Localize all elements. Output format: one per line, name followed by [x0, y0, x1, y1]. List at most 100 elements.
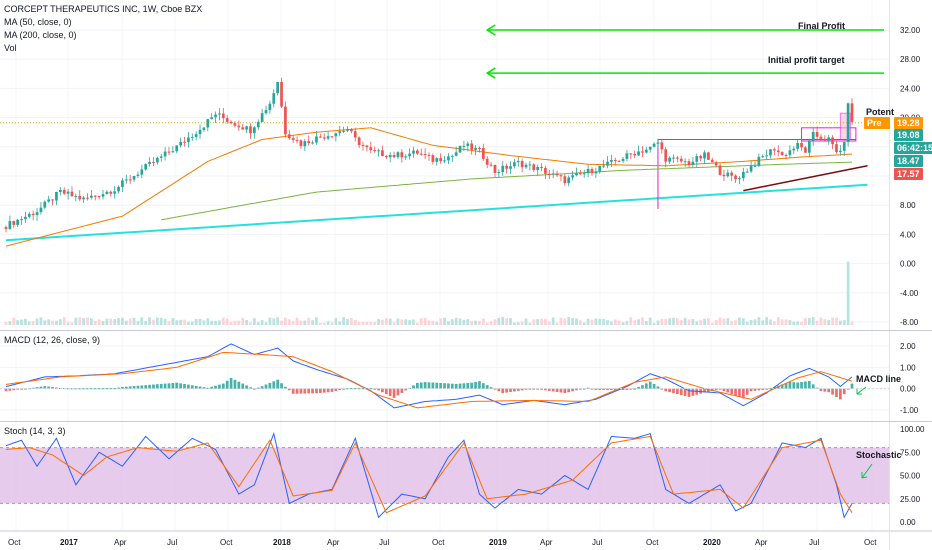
candle-body — [815, 132, 819, 137]
candle-body — [210, 117, 214, 120]
macd-histogram-bar — [16, 388, 20, 390]
stoch-tick-label: 25.00 — [900, 495, 921, 504]
candle-body — [714, 162, 718, 166]
candle-body — [155, 157, 159, 163]
macd-histogram-bar — [105, 388, 109, 390]
volume-bar — [443, 317, 446, 325]
volume-bar — [540, 318, 543, 325]
candle-body — [532, 164, 536, 171]
volume-bar — [152, 319, 155, 325]
volume-bar — [334, 318, 338, 325]
macd-histogram-bar — [140, 385, 144, 389]
stochastic-label: Stochastic — [856, 450, 902, 460]
macd-histogram-bar — [788, 381, 792, 389]
volume-bar — [218, 320, 221, 325]
macd-histogram-bar — [311, 388, 314, 394]
volume-bar — [241, 317, 245, 325]
macd-histogram-bar — [478, 381, 481, 389]
macd-histogram-bar — [450, 383, 454, 389]
candle-body — [256, 121, 260, 128]
volume-bar — [350, 318, 353, 325]
candle-body — [183, 141, 186, 143]
volume-bar — [249, 322, 252, 325]
candle-body — [443, 160, 446, 162]
pane-divider-stoch — [0, 421, 932, 422]
macd-histogram-bar — [555, 388, 559, 392]
macd-histogram-bar — [241, 383, 245, 389]
volume-bar — [528, 322, 532, 325]
candle-body — [105, 191, 109, 195]
candle-body — [287, 134, 291, 139]
macd-histogram-bar — [218, 384, 221, 389]
macd-histogram-bar — [466, 382, 470, 389]
candle-body — [241, 127, 245, 130]
volume-bar — [606, 320, 609, 325]
candle-body — [835, 144, 838, 153]
last-price-tag: 19.08 — [894, 129, 923, 141]
macd-histogram-bar — [435, 382, 439, 389]
volume-bar — [78, 317, 82, 325]
candle-body — [710, 159, 714, 163]
macd-histogram-bar — [811, 384, 815, 389]
candle-body — [505, 165, 508, 169]
volume-bar — [738, 317, 741, 325]
volume-bar — [450, 319, 454, 325]
candle-body — [303, 141, 307, 147]
candle-body — [58, 189, 62, 192]
volume-bar — [567, 317, 571, 325]
volume-bar — [501, 317, 505, 325]
volume-bar — [194, 319, 198, 325]
candle-body — [412, 150, 415, 154]
macd-histogram-bar — [74, 388, 78, 390]
volume-bar — [253, 318, 256, 325]
volume-bar — [58, 319, 62, 325]
pre-tag-value: 19.28 — [894, 117, 923, 129]
volume-bar — [687, 319, 691, 325]
volume-bar — [668, 318, 671, 325]
macd-histogram-bar — [326, 388, 330, 393]
candle-body — [730, 172, 734, 176]
macd-histogram-bar — [656, 386, 660, 389]
volume-bar — [672, 317, 675, 325]
candle-body — [307, 141, 311, 144]
volume-bar — [86, 317, 89, 325]
volume-bar — [117, 318, 120, 325]
macd-histogram-bar — [850, 383, 854, 389]
candle-body — [350, 128, 353, 132]
volume-bar — [396, 318, 400, 325]
time-tick-label: Jul — [592, 538, 602, 547]
macd-histogram-bar — [544, 388, 547, 391]
macd-histogram-bar — [815, 387, 819, 389]
macd-histogram-bar — [683, 388, 687, 396]
candle-body — [229, 121, 233, 124]
macd-histogram-bar — [431, 382, 435, 389]
candle-body — [124, 179, 128, 181]
volume-bar — [513, 322, 516, 325]
macd-histogram-bar — [82, 388, 85, 390]
candle-body — [318, 136, 322, 138]
macd-histogram-bar — [838, 388, 842, 400]
macd-histogram-bar — [276, 379, 280, 389]
volume-bar — [415, 322, 419, 325]
candle-body — [136, 174, 140, 176]
candle-body — [773, 149, 776, 151]
candle-body — [423, 153, 427, 155]
candle-body — [846, 103, 850, 143]
volume-bar — [43, 320, 47, 325]
candle-body — [590, 168, 594, 174]
macd-histogram-bar — [318, 388, 322, 393]
candle-body — [447, 156, 450, 161]
volume-bar — [346, 319, 349, 325]
candle-body — [838, 150, 842, 153]
candle-body — [291, 138, 295, 141]
macd-histogram-bar — [672, 388, 675, 394]
volume-bar — [284, 317, 287, 325]
macd-histogram-bar — [637, 386, 640, 389]
volume-bar — [699, 320, 703, 325]
volume-bar — [171, 317, 175, 325]
candle-body — [90, 195, 93, 198]
candle-body — [683, 161, 687, 163]
volume-bar — [617, 320, 621, 325]
candle-body — [458, 146, 462, 153]
candle-body — [842, 142, 846, 151]
